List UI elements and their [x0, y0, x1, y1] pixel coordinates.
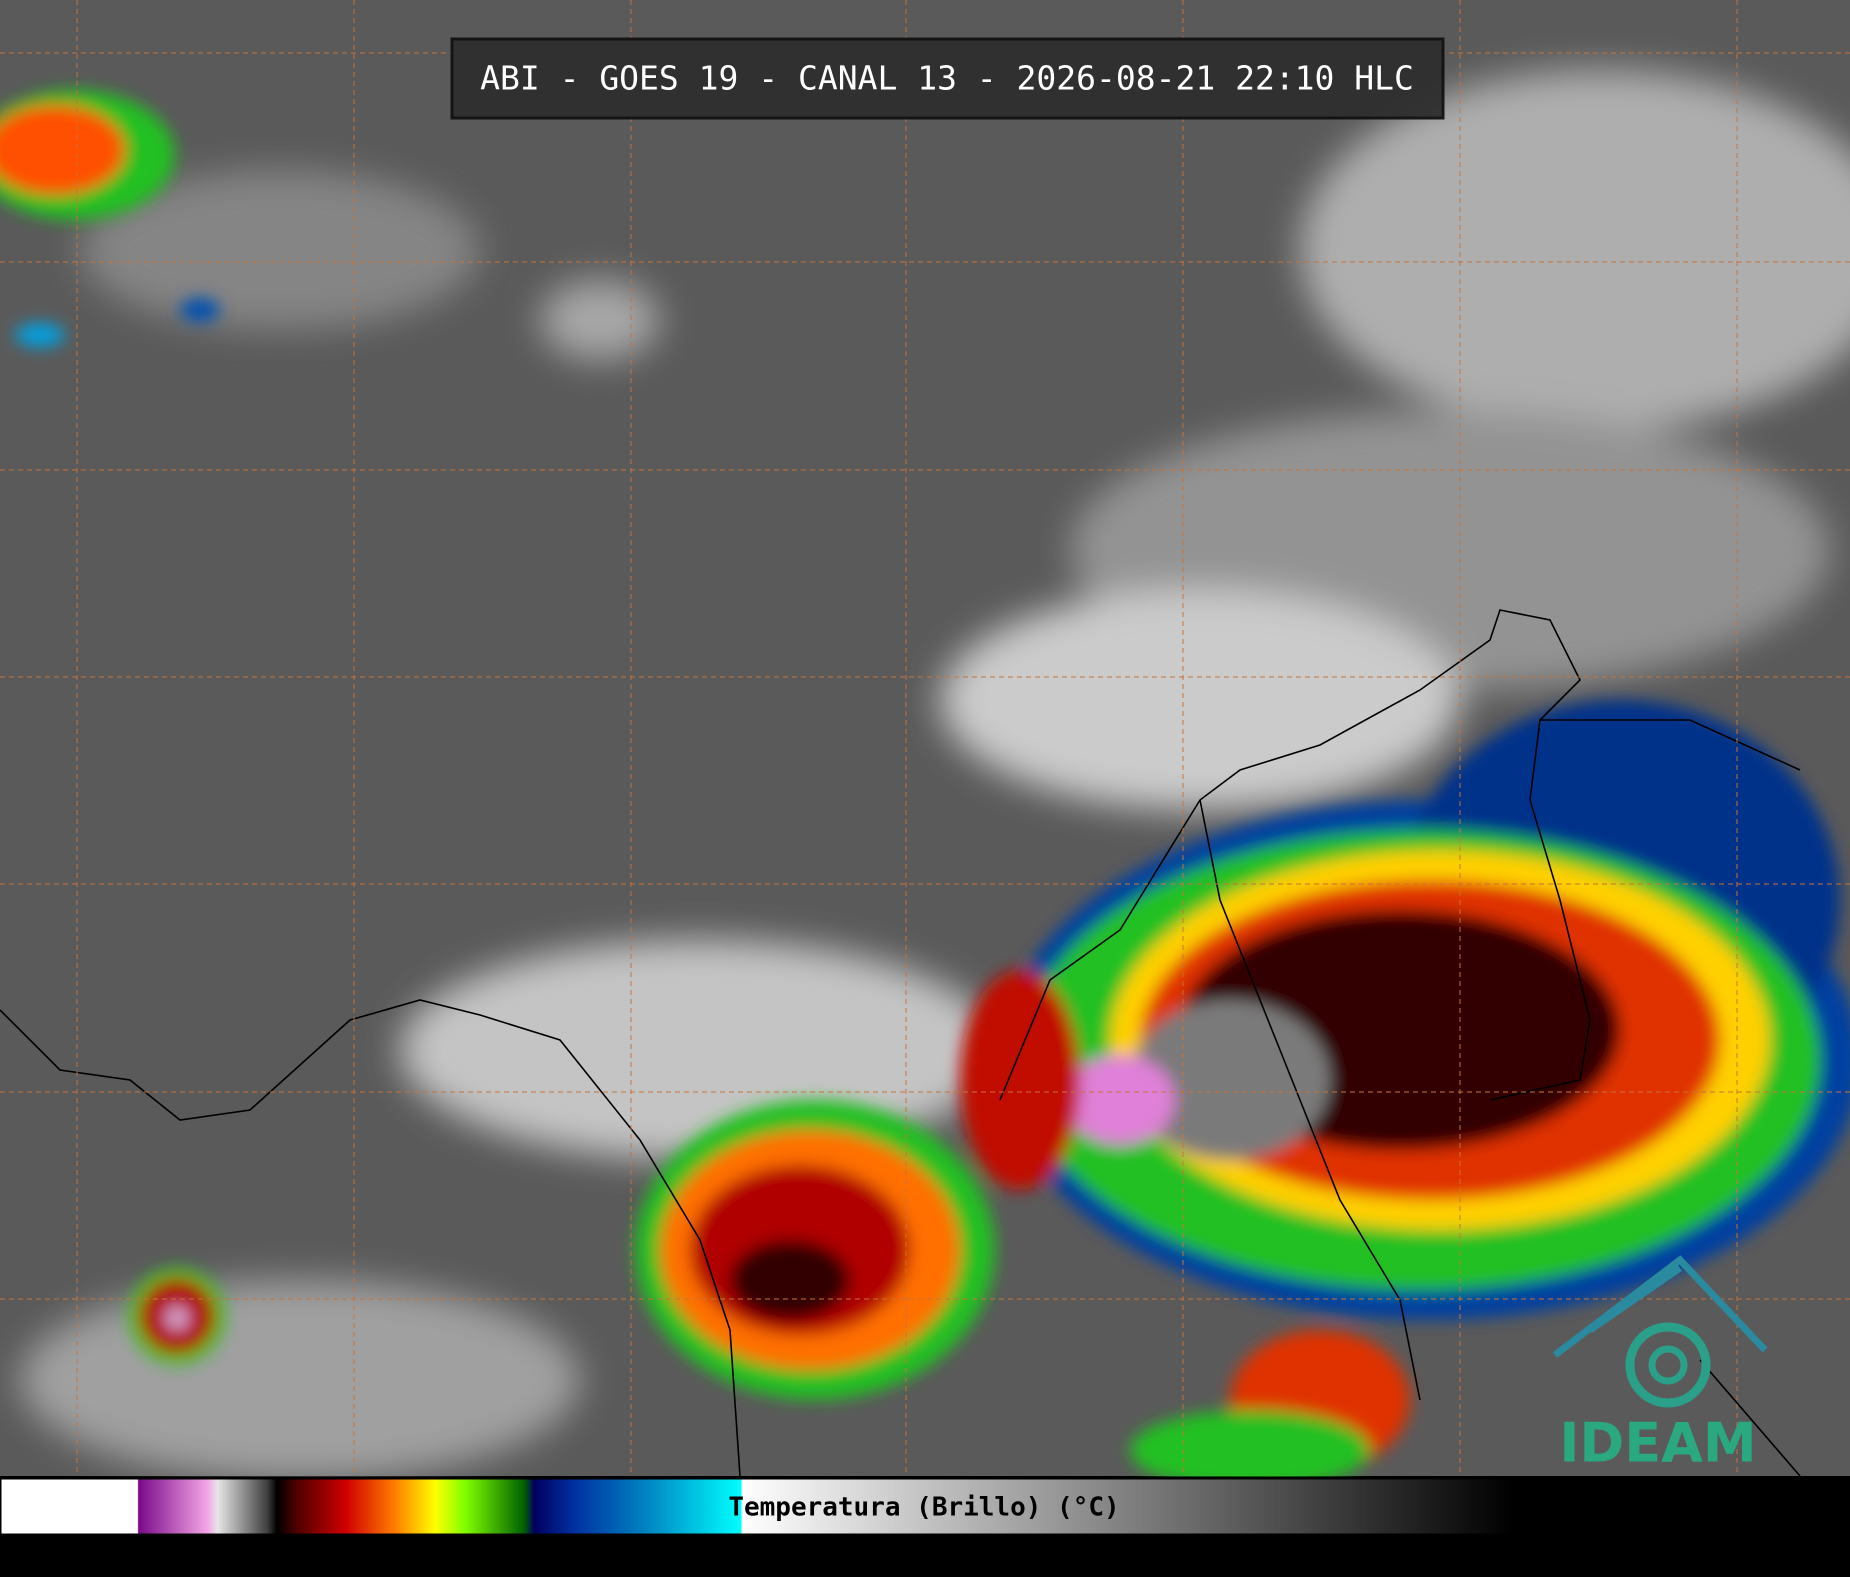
tick-label: -25 — [754, 1550, 790, 1574]
coastlines — [0, 609, 1801, 1477]
satellite-image — [0, 0, 1850, 1490]
tick-label: -75 — [259, 1550, 295, 1574]
tick-label: 75 — [1749, 1550, 1773, 1574]
tick-label: 0 — [1013, 1550, 1025, 1574]
logo: IDEAM — [1552, 1255, 1768, 1475]
tick-label: -100 — [6, 1550, 54, 1574]
colorbar-label: Temperatura (Brillo) (°C) — [728, 1493, 1119, 1523]
title: ABI - GOES 19 - CANAL 13 - 2026-08-21 22… — [480, 59, 1414, 98]
title-box: ABI - GOES 19 - CANAL 13 - 2026-08-21 22… — [450, 37, 1445, 120]
tick-label: -50 — [506, 1550, 542, 1574]
logo-text: IDEAM — [1559, 1412, 1756, 1475]
colorbar: Temperatura (Brillo) (°C) -100 -75 -50 -25 0… — [0, 1476, 1850, 1574]
tick-label: 25 — [1254, 1550, 1278, 1574]
colorbar-ramp — [0, 1476, 1850, 1537]
graticule — [0, 0, 1850, 1476]
tick-label: 50 — [1502, 1550, 1526, 1574]
